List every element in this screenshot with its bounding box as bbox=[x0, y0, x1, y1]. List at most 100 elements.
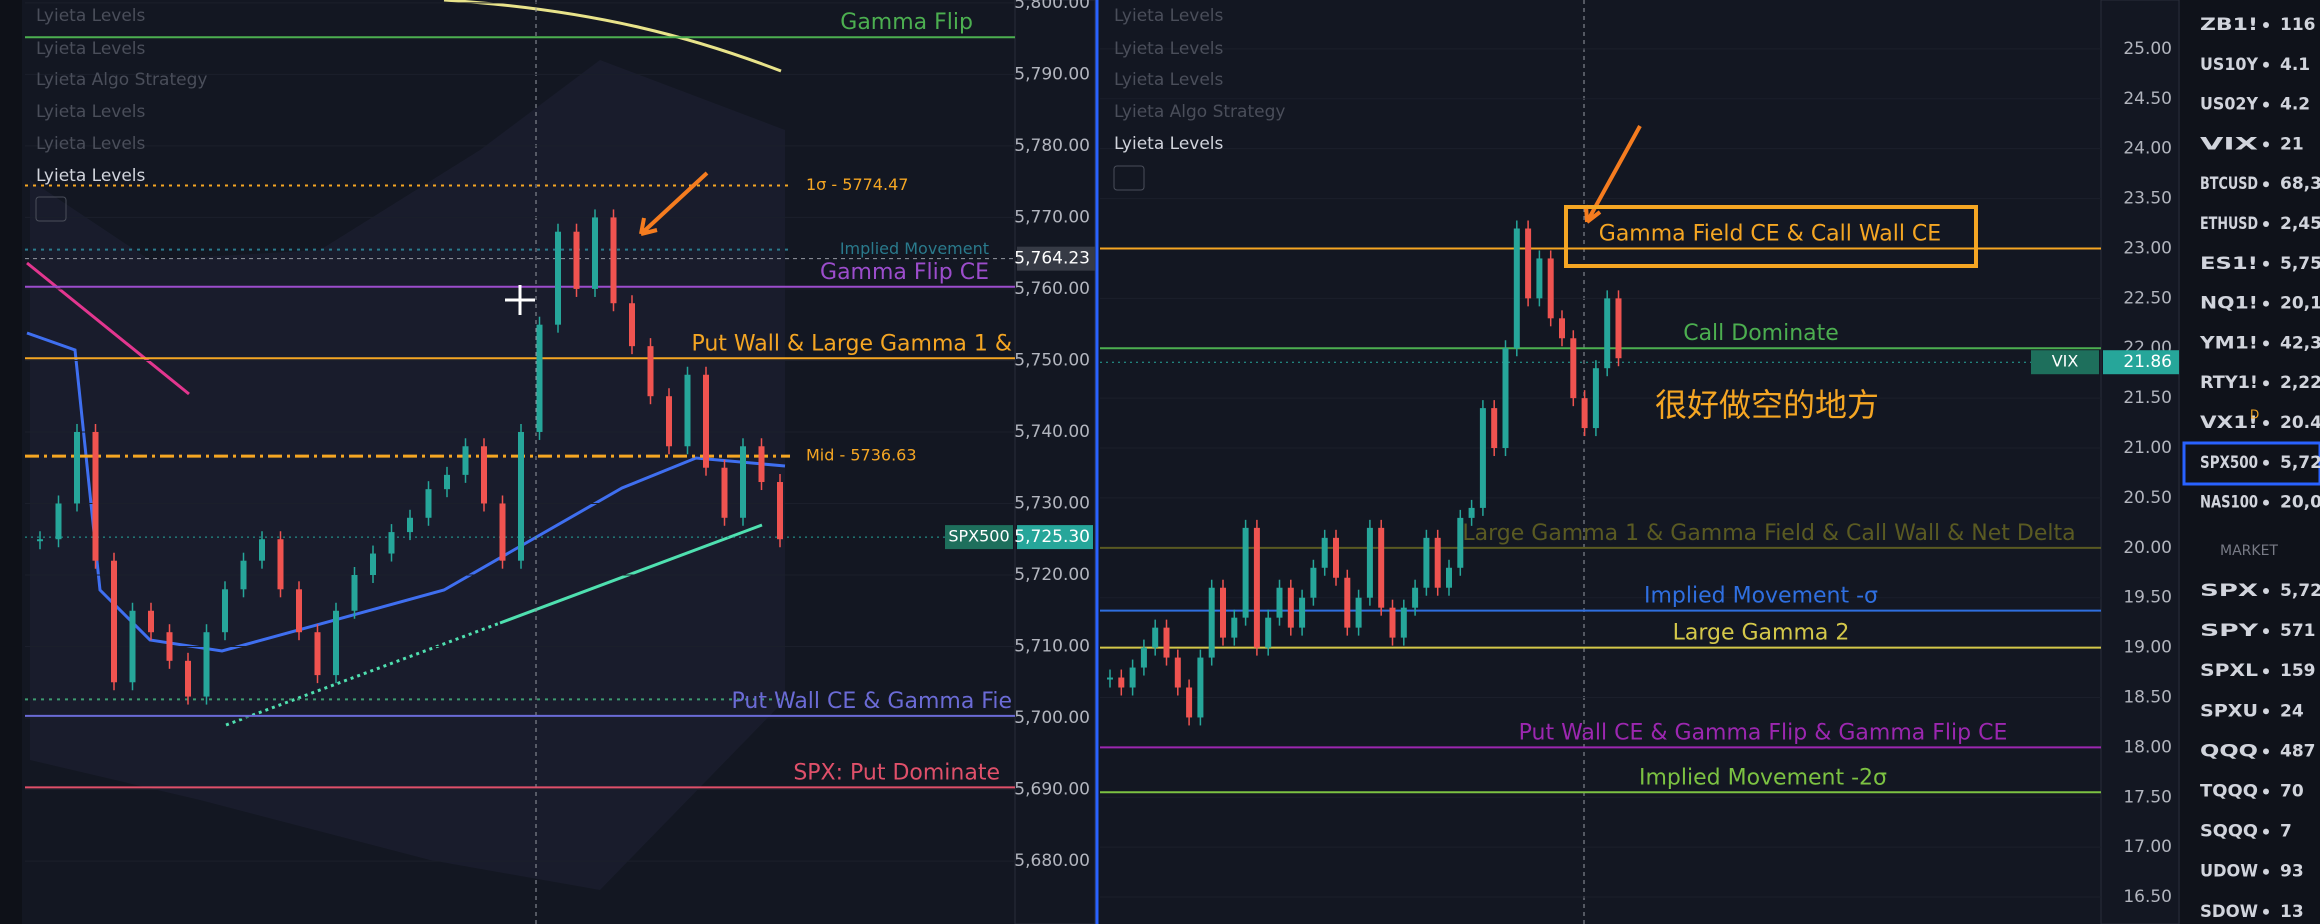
y-tick-label: 19.00 bbox=[2123, 638, 2172, 658]
level-label: Mid - 5736.63 bbox=[806, 446, 917, 465]
watch-value: 5,75 bbox=[2280, 254, 2320, 274]
level-label: Implied Movement -σ bbox=[1644, 584, 1878, 609]
candle bbox=[1502, 348, 1509, 449]
candle bbox=[1389, 607, 1396, 638]
candle bbox=[1118, 677, 1125, 688]
candle bbox=[555, 231, 561, 325]
watch-symbol: YM1! bbox=[2199, 333, 2258, 353]
candle bbox=[407, 517, 413, 533]
watch-value: 20,1 bbox=[2280, 294, 2320, 314]
watch-value: 5,72 bbox=[2280, 581, 2320, 601]
candle bbox=[1299, 597, 1306, 628]
candle bbox=[388, 532, 395, 554]
watch-value: 68,3 bbox=[2280, 174, 2320, 194]
candle bbox=[462, 446, 469, 475]
section-header: MARKET bbox=[2220, 543, 2278, 559]
y-tick-label: 21.00 bbox=[2123, 438, 2172, 458]
status-dot bbox=[2263, 588, 2269, 594]
y-tick-label: 5,800.00 bbox=[1014, 0, 1090, 13]
candle bbox=[1208, 587, 1215, 658]
annotation-arrow bbox=[639, 171, 709, 236]
candle bbox=[240, 560, 247, 590]
watchlist-panel bbox=[2180, 0, 2320, 924]
level-label: Large Gamma 1 & Gamma Field & Call Wall … bbox=[1462, 521, 2075, 546]
candle bbox=[1333, 537, 1339, 578]
candle bbox=[1604, 298, 1611, 369]
watch-symbol: SPY bbox=[2200, 621, 2259, 641]
collapse-button bbox=[1113, 165, 1145, 191]
watch-symbol: NQ1! bbox=[2200, 294, 2258, 314]
candle bbox=[721, 467, 728, 518]
price-tag-name: SPX500 bbox=[948, 527, 1009, 546]
y-tick-label: 5,790.00 bbox=[1014, 64, 1090, 84]
price-tag-name-bg bbox=[945, 525, 1013, 550]
candle bbox=[351, 574, 358, 611]
candle bbox=[1129, 667, 1136, 688]
left-strip bbox=[0, 0, 22, 924]
y-tick-label: 5,750.00 bbox=[1014, 350, 1090, 370]
candle bbox=[1242, 527, 1249, 618]
y-tick-label: 5,770.00 bbox=[1014, 207, 1090, 227]
status-dot bbox=[2263, 868, 2269, 875]
watch-value: 4.1 bbox=[2280, 55, 2310, 75]
status-dot bbox=[2263, 141, 2269, 148]
candle bbox=[444, 474, 450, 490]
y-tick-label: 25.00 bbox=[2123, 39, 2172, 59]
candle bbox=[74, 431, 80, 504]
candle bbox=[1615, 298, 1622, 359]
candle bbox=[314, 632, 321, 676]
indicator-label: Lyieta Levels bbox=[36, 166, 146, 186]
price-tag-name-bg bbox=[2031, 350, 2099, 375]
status-dot bbox=[2263, 300, 2269, 307]
candle bbox=[1163, 627, 1170, 658]
candle bbox=[92, 431, 99, 561]
candle bbox=[758, 446, 765, 483]
candle bbox=[1140, 647, 1147, 668]
indicator-label: Lyieta Levels bbox=[36, 102, 146, 122]
candle bbox=[1423, 537, 1430, 588]
candle bbox=[629, 303, 635, 347]
candle bbox=[222, 589, 228, 633]
y-tick-label: 5,710.00 bbox=[1014, 637, 1090, 657]
watch-value: 13 bbox=[2280, 902, 2304, 922]
candle bbox=[666, 396, 672, 447]
watch-symbol: TQQQ bbox=[2200, 782, 2258, 802]
level-label: 1σ - 5774.47 bbox=[806, 175, 908, 194]
y-tick-label: 23.00 bbox=[2123, 238, 2172, 258]
watch-value: 70 bbox=[2280, 782, 2304, 802]
level-label: Implied Movement -2σ bbox=[1639, 765, 1887, 790]
candle bbox=[1525, 228, 1532, 299]
candle bbox=[1378, 527, 1385, 608]
watch-symbol: US02Y bbox=[2200, 95, 2259, 115]
candle bbox=[1559, 318, 1565, 339]
candle bbox=[1547, 258, 1554, 319]
status-dot bbox=[2263, 61, 2269, 68]
price-tag-name: VIX bbox=[2052, 352, 2079, 371]
watch-value: 571 bbox=[2280, 621, 2316, 641]
status-dot bbox=[2263, 628, 2269, 635]
status-dot bbox=[2263, 221, 2269, 227]
watch-value: 487 bbox=[2280, 741, 2316, 761]
status-dot bbox=[2263, 748, 2269, 755]
level-label: SPX: Put Dominate bbox=[793, 760, 1000, 785]
status-dot bbox=[2263, 499, 2269, 506]
watch-symbol: SPX500 bbox=[2200, 453, 2258, 473]
watch-value: 93 bbox=[2280, 862, 2304, 882]
watch-flag: D bbox=[2250, 408, 2259, 422]
crosshair-tag: 5,764.23 bbox=[1014, 249, 1090, 269]
watch-symbol: SDOW bbox=[2200, 902, 2258, 922]
candle bbox=[1400, 607, 1407, 638]
status-dot bbox=[2263, 380, 2269, 387]
left-price-axis bbox=[1014, 0, 1096, 924]
indicator-label: Lyieta Algo Strategy bbox=[36, 70, 207, 90]
candle bbox=[1446, 567, 1452, 588]
watch-symbol: VX1! bbox=[2200, 413, 2258, 433]
y-tick-label: 5,760.00 bbox=[1014, 279, 1090, 299]
candle bbox=[1287, 587, 1294, 628]
annotation-text: 很好做空的地方 bbox=[1655, 386, 1879, 424]
candle bbox=[518, 431, 524, 561]
right-price-axis bbox=[2100, 0, 2180, 924]
y-tick-label: 5,700.00 bbox=[1014, 708, 1090, 728]
status-dot bbox=[2263, 788, 2269, 795]
